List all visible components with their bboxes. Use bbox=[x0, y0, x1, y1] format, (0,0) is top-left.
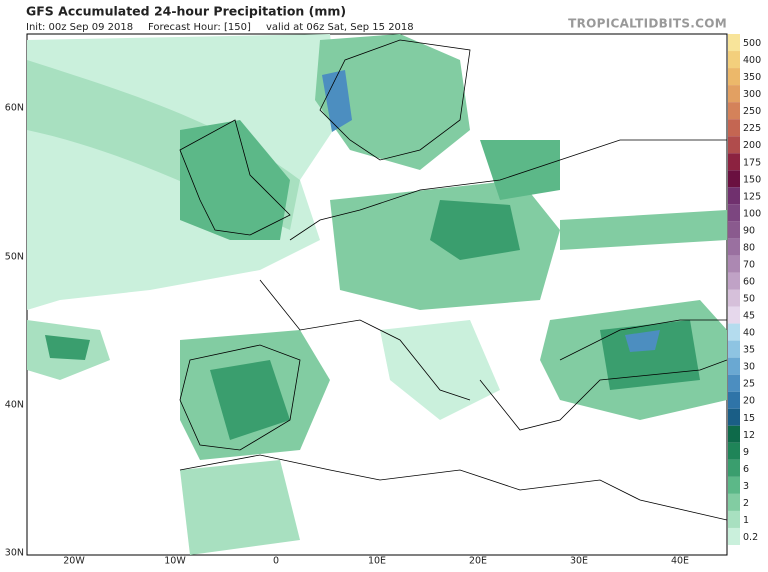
lat-label: 50N bbox=[5, 252, 24, 263]
colorbar-swatch bbox=[728, 153, 740, 171]
colorbar-label: 45 bbox=[743, 311, 755, 322]
colorbar-label: 200 bbox=[743, 140, 761, 151]
colorbar-label: 2 bbox=[743, 498, 749, 509]
colorbar-swatch bbox=[728, 272, 740, 290]
colorbar-swatch bbox=[728, 51, 740, 69]
colorbar-swatch bbox=[728, 255, 740, 273]
colorbar-swatch bbox=[728, 102, 740, 120]
colorbar-swatch bbox=[728, 408, 740, 426]
colorbar-label: 6 bbox=[743, 464, 749, 475]
title: GFS Accumulated 24-hour Precipitation (m… bbox=[26, 4, 346, 19]
colorbar-swatch bbox=[728, 442, 740, 460]
colorbar-label: 400 bbox=[743, 55, 761, 66]
colorbar-swatch bbox=[728, 527, 740, 545]
colorbar-label: 60 bbox=[743, 276, 755, 287]
colorbar-label: 350 bbox=[743, 72, 761, 83]
colorbar-label: 30 bbox=[743, 362, 755, 373]
lon-label: 10W bbox=[164, 556, 186, 567]
lon-label: 30E bbox=[570, 556, 588, 567]
colorbar-swatch bbox=[728, 425, 740, 443]
colorbar-label: 500 bbox=[743, 38, 761, 49]
colorbar-label: 175 bbox=[743, 157, 761, 168]
lat-label: 60N bbox=[5, 103, 24, 114]
colorbar-swatch bbox=[728, 510, 740, 528]
colorbar-label: 12 bbox=[743, 430, 755, 441]
colorbar-swatch bbox=[728, 289, 740, 307]
colorbar-label: 9 bbox=[743, 447, 749, 458]
colorbar-label: 225 bbox=[743, 123, 761, 134]
colorbar-label: 0.2 bbox=[743, 532, 758, 543]
colorbar-swatch bbox=[728, 34, 740, 52]
colorbar-label: 90 bbox=[743, 225, 755, 236]
valid-time: valid at 06z Sat, Sep 15 2018 bbox=[266, 22, 414, 33]
colorbar-swatch bbox=[728, 323, 740, 341]
colorbar-swatch bbox=[728, 187, 740, 205]
colorbar-label: 15 bbox=[743, 413, 755, 424]
watermark: TROPICALTIDBITS.COM bbox=[568, 17, 727, 31]
colorbar-label: 250 bbox=[743, 106, 761, 117]
colorbar-label: 80 bbox=[743, 242, 755, 253]
colorbar-label: 70 bbox=[743, 259, 755, 270]
colorbar-label: 100 bbox=[743, 208, 761, 219]
lat-label: 30N bbox=[5, 548, 24, 559]
colorbar-label: 35 bbox=[743, 345, 755, 356]
colorbar-swatch bbox=[728, 493, 740, 511]
colorbar-swatch bbox=[728, 374, 740, 392]
colorbar-swatch bbox=[728, 306, 740, 324]
colorbar-swatch bbox=[728, 68, 740, 86]
colorbar-swatch bbox=[728, 221, 740, 239]
colorbar-label: 25 bbox=[743, 379, 755, 390]
map bbox=[26, 33, 728, 556]
colorbar-label: 50 bbox=[743, 294, 755, 305]
colorbar-swatch bbox=[728, 238, 740, 256]
colorbar-swatch bbox=[728, 85, 740, 103]
colorbar-label: 1 bbox=[743, 515, 749, 526]
lon-label: 20W bbox=[63, 556, 85, 567]
colorbar-swatch bbox=[728, 119, 740, 137]
colorbar-swatch bbox=[728, 476, 740, 494]
lon-label: 10E bbox=[368, 556, 386, 567]
lon-label: 40E bbox=[671, 556, 689, 567]
colorbar-label: 300 bbox=[743, 89, 761, 100]
colorbar-swatch bbox=[728, 136, 740, 154]
colorbar-swatch bbox=[728, 204, 740, 222]
init: Init: 00z Sep 09 2018 bbox=[26, 22, 133, 33]
colorbar-swatch bbox=[728, 459, 740, 477]
colorbar-label: 40 bbox=[743, 328, 755, 339]
colorbar-swatch bbox=[728, 340, 740, 358]
colorbar-label: 20 bbox=[743, 396, 755, 407]
colorbar-swatch bbox=[728, 391, 740, 409]
colorbar-swatch bbox=[728, 170, 740, 188]
colorbar-label: 150 bbox=[743, 174, 761, 185]
colorbar-swatch bbox=[728, 357, 740, 375]
colorbar-label: 125 bbox=[743, 191, 761, 202]
lat-label: 40N bbox=[5, 400, 24, 411]
colorbar-label: 3 bbox=[743, 481, 749, 492]
lon-label: 20E bbox=[469, 556, 487, 567]
forecast-hour: Forecast Hour: [150] bbox=[148, 22, 251, 33]
lon-label: 0 bbox=[273, 556, 279, 567]
